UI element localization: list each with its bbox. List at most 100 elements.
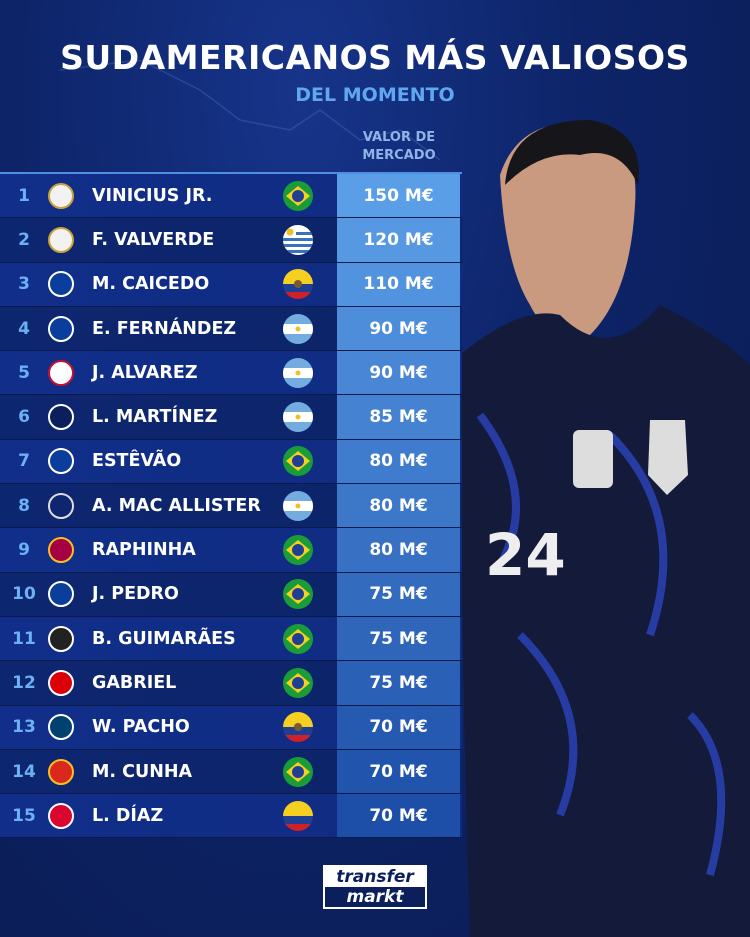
market-value: 80 M€ bbox=[337, 439, 460, 484]
rank: 11 bbox=[12, 628, 36, 649]
jersey-number: 24 bbox=[485, 521, 566, 589]
table-row: 11 B. GUIMARÃES 75 M€ bbox=[0, 616, 462, 662]
player-name: A. MAC ALLISTER bbox=[92, 495, 261, 516]
player-name: W. PACHO bbox=[92, 717, 190, 738]
brand-line-1: transfer bbox=[336, 867, 414, 887]
club-logo-icon bbox=[48, 492, 74, 519]
club-logo-icon bbox=[48, 182, 74, 209]
rank: 6 bbox=[18, 407, 30, 428]
country-flag-icon bbox=[283, 490, 313, 521]
club-logo-icon bbox=[48, 581, 74, 608]
table-row: 14 M. CUNHA 70 M€ bbox=[0, 749, 462, 795]
player-name: B. GUIMARÃES bbox=[92, 628, 236, 649]
country-flag-icon bbox=[283, 269, 313, 300]
rank: 5 bbox=[18, 362, 30, 383]
country-flag-icon bbox=[283, 180, 313, 211]
rank: 15 bbox=[12, 805, 36, 826]
page-subtitle: DEL MOMENTO bbox=[295, 84, 455, 106]
club-logo-icon bbox=[48, 669, 74, 696]
market-value: 80 M€ bbox=[337, 484, 460, 528]
country-flag-icon bbox=[283, 224, 313, 255]
country-flag-icon bbox=[283, 535, 313, 566]
market-value: 75 M€ bbox=[337, 661, 460, 705]
club-logo-icon bbox=[48, 359, 74, 386]
player-name: L. DÍAZ bbox=[92, 805, 164, 826]
market-value: 75 M€ bbox=[337, 616, 460, 661]
country-flag-icon bbox=[283, 357, 313, 388]
club-logo-icon bbox=[48, 226, 74, 253]
table-row: 7 ESTÊVÃO 80 M€ bbox=[0, 439, 462, 485]
player-name: ESTÊVÃO bbox=[92, 451, 182, 472]
country-flag-icon bbox=[283, 313, 313, 344]
rank: 8 bbox=[18, 495, 30, 516]
rank: 10 bbox=[12, 584, 36, 605]
rank: 9 bbox=[18, 540, 30, 561]
club-logo-icon bbox=[48, 758, 74, 785]
country-flag-icon bbox=[283, 623, 313, 654]
player-name: L. MARTÍNEZ bbox=[92, 407, 218, 428]
table-row: 10 J. PEDRO 75 M€ bbox=[0, 572, 462, 617]
market-value: 85 M€ bbox=[337, 395, 460, 439]
player-name: RAPHINHA bbox=[92, 540, 196, 561]
table-row: 2 F. VALVERDE 120 M€ bbox=[0, 218, 462, 263]
rank: 1 bbox=[18, 185, 30, 206]
player-name: M. CUNHA bbox=[92, 761, 193, 782]
table-row: 15 L. DÍAZ 70 M€ bbox=[0, 794, 462, 839]
club-logo-icon bbox=[48, 537, 74, 564]
club-logo-icon bbox=[48, 448, 74, 475]
column-header-market-value: VALOR DE MERCADO bbox=[362, 130, 436, 163]
player-name: J. ALVAREZ bbox=[92, 362, 198, 383]
country-flag-icon bbox=[283, 402, 313, 433]
country-flag-icon bbox=[283, 667, 313, 698]
table-row: 9 RAPHINHA 80 M€ bbox=[0, 528, 462, 573]
page-title: SUDAMERICANOS MÁS VALIOSOS bbox=[60, 38, 690, 77]
country-flag-icon bbox=[283, 446, 313, 477]
table-row: 3 M. CAICEDO 110 M€ bbox=[0, 262, 462, 307]
club-logo-icon bbox=[48, 271, 74, 298]
rank: 2 bbox=[18, 229, 30, 250]
table-row: 5 J. ALVAREZ 90 M€ bbox=[0, 351, 462, 396]
club-logo-icon bbox=[48, 802, 74, 829]
market-value: 90 M€ bbox=[337, 306, 460, 351]
market-value: 70 M€ bbox=[337, 794, 460, 838]
player-name: F. VALVERDE bbox=[92, 229, 215, 250]
country-flag-icon bbox=[283, 712, 313, 743]
rank: 7 bbox=[18, 451, 30, 472]
market-value: 90 M€ bbox=[337, 351, 460, 395]
ranking-table: 1 VINICIUS JR. 150 M€ 2 F. VALVERDE 120 M… bbox=[0, 172, 462, 839]
market-value: 110 M€ bbox=[337, 262, 460, 306]
table-row: 4 E. FERNÁNDEZ 90 M€ bbox=[0, 306, 462, 352]
country-flag-icon bbox=[283, 800, 313, 831]
table-row: 13 W. PACHO 70 M€ bbox=[0, 705, 462, 750]
table-row: 12 GABRIEL 75 M€ bbox=[0, 661, 462, 706]
market-value: 150 M€ bbox=[337, 174, 460, 218]
market-value: 70 M€ bbox=[337, 705, 460, 749]
player-name: E. FERNÁNDEZ bbox=[92, 318, 237, 339]
player-name: VINICIUS JR. bbox=[92, 185, 213, 206]
club-logo-icon bbox=[48, 625, 74, 652]
brand-line-2: markt bbox=[325, 887, 425, 907]
club-logo-icon bbox=[48, 404, 74, 431]
rank: 13 bbox=[12, 717, 36, 738]
map-outline bbox=[60, 60, 440, 161]
country-flag-icon bbox=[283, 579, 313, 610]
player-name: M. CAICEDO bbox=[92, 274, 210, 295]
table-row: 8 A. MAC ALLISTER 80 M€ bbox=[0, 484, 462, 529]
table-row: 1 VINICIUS JR. 150 M€ bbox=[0, 174, 462, 219]
market-value: 75 M€ bbox=[337, 572, 460, 616]
market-value: 70 M€ bbox=[337, 749, 460, 794]
player-photo: 24 bbox=[460, 120, 750, 937]
club-logo-icon bbox=[48, 714, 74, 741]
rank: 4 bbox=[18, 318, 30, 339]
rank: 3 bbox=[18, 274, 30, 295]
player-name: GABRIEL bbox=[92, 672, 177, 693]
club-logo-icon bbox=[48, 315, 74, 342]
player-name: J. PEDRO bbox=[92, 584, 179, 605]
market-value: 80 M€ bbox=[337, 528, 460, 572]
country-flag-icon bbox=[283, 756, 313, 787]
rank: 14 bbox=[12, 761, 36, 782]
rank: 12 bbox=[12, 672, 36, 693]
transfermarkt-logo: transfer markt bbox=[323, 865, 427, 909]
table-row: 6 L. MARTÍNEZ 85 M€ bbox=[0, 395, 462, 440]
market-value: 120 M€ bbox=[337, 218, 460, 262]
